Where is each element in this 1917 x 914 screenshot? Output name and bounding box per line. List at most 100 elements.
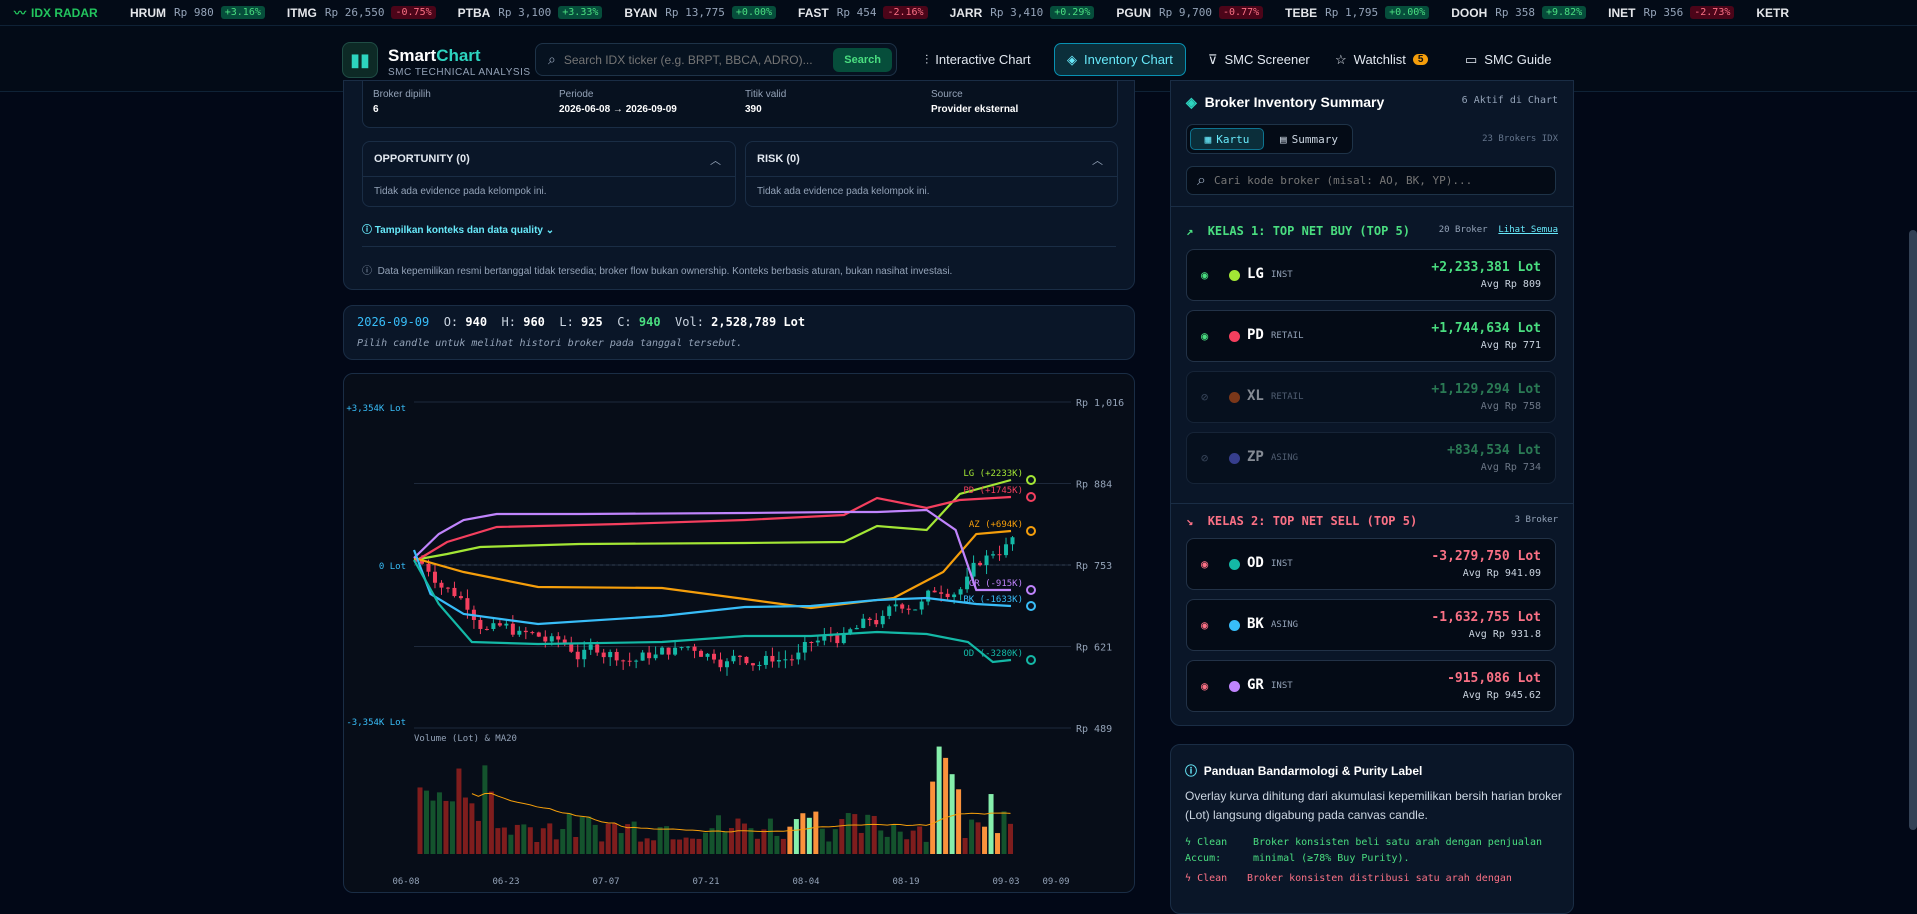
page-scrollbar[interactable] (1909, 230, 1917, 830)
volume-bar (755, 839, 760, 854)
volume-bar (950, 774, 955, 854)
broker-card-od[interactable]: ◉ OD INST -3,279,750 Lot Avg Rp 941.09 (1186, 538, 1556, 590)
candle-body (803, 642, 807, 653)
candle-body (524, 631, 528, 632)
active-count: 6 Aktif di Chart (1462, 95, 1558, 106)
ticker-item[interactable]: BYAN Rp 13,775 +0.00% (624, 6, 776, 20)
see-all-link[interactable]: Lihat Semua (1498, 225, 1558, 235)
volume-bar (430, 801, 435, 854)
opportunity-group[interactable]: OPPORTUNITY (0) ︿ Tidak ada evidence pad… (362, 141, 736, 207)
broker-card-gr[interactable]: ◉ GR INST -915,086 Lot Avg Rp 945.62 (1186, 660, 1556, 712)
volume-bar (917, 826, 922, 854)
volume-bar (800, 813, 805, 854)
brand-name[interactable]: SmartChart (388, 46, 481, 66)
candle-body (887, 606, 891, 616)
nav-watchlist[interactable]: ☆ Watchlist 5 (1323, 43, 1440, 76)
volume-bar (625, 824, 630, 854)
volume-bar (748, 828, 753, 854)
broker-card-xl[interactable]: ⊘ XL RETAIL +1,129,294 Lot Avg Rp 758 (1186, 371, 1556, 423)
ticker-item[interactable]: JARR Rp 3,410 +0.29% (950, 6, 1095, 20)
ohlc-hint: Pilih candle untuk melihat histori broke… (357, 338, 742, 349)
volume-bar (424, 791, 429, 854)
broker-search-input[interactable] (1214, 174, 1555, 187)
table-icon: ▤ (1280, 133, 1287, 146)
watchlist-count-badge: 5 (1413, 54, 1429, 65)
eye-off-icon[interactable]: ⊘ (1201, 451, 1208, 465)
ticker-item[interactable]: FAST Rp 454 -2.16% (798, 6, 928, 20)
candle-body (517, 631, 521, 635)
volume-bar (956, 789, 961, 854)
chevron-up-icon[interactable]: ︿ (1092, 152, 1103, 168)
zap-icon: ϟ (1185, 837, 1191, 848)
candle-body (602, 653, 606, 658)
candle-body (952, 595, 956, 598)
volume-bar (813, 812, 818, 854)
x-tick-label: 06-23 (492, 877, 519, 887)
broker-card-pd[interactable]: ◉ PD RETAIL +1,744,634 Lot Avg Rp 771 (1186, 310, 1556, 362)
risk-group[interactable]: RISK (0) ︿ Tidak ada evidence pada kelom… (745, 141, 1118, 207)
info-icon: ⓘ (362, 225, 372, 236)
nav-inventory-chart[interactable]: ◈ Inventory Chart (1054, 43, 1186, 76)
eye-icon[interactable]: ◉ (1201, 268, 1208, 282)
ticker-item[interactable]: DOOH Rp 358 +9.82% (1451, 6, 1586, 20)
tab-kartu[interactable]: ▦ Kartu (1190, 128, 1264, 150)
search-button[interactable]: Search (833, 48, 892, 72)
nav-smc-guide[interactable]: ▭ SMC Guide (1453, 43, 1564, 76)
volume-bar (658, 827, 663, 854)
eye-icon[interactable]: ◉ (1201, 329, 1208, 343)
broker-line-label: GR (-915K) (969, 579, 1023, 589)
volume-label: Volume (Lot) & MA20 (414, 734, 517, 744)
ticker-item[interactable]: KETR (1756, 6, 1797, 20)
ticker-item[interactable]: HRUM Rp 980 +3.16% (130, 6, 265, 20)
x-tick-label: 09-09 (1042, 877, 1069, 887)
context-toggle[interactable]: ⓘ Tampilkan konteks dan data quality ⌄ (362, 221, 554, 236)
candle-body (959, 589, 963, 594)
ticker-item[interactable]: INET Rp 356 -2.73% (1608, 6, 1734, 20)
volume-bar (846, 813, 851, 854)
candle-body (900, 604, 904, 608)
candle-body (667, 648, 671, 655)
eye-off-icon[interactable]: ⊘ (1201, 390, 1208, 404)
eye-icon[interactable]: ◉ (1201, 679, 1208, 693)
broker-card-bk[interactable]: ◉ BK ASING -1,632,755 Lot Avg Rp 931.8 (1186, 599, 1556, 651)
inventory-chart[interactable]: Rp 1,016 Rp 884 Rp 753 Rp 621 Rp 489 +3,354K … (344, 374, 1136, 894)
candle-body (511, 624, 515, 635)
candle-body (835, 636, 839, 644)
ticker-search-input[interactable] (564, 53, 833, 67)
candle-body (894, 604, 898, 606)
x-tick-label: 08-19 (892, 877, 919, 887)
ticker-item[interactable]: PTBA Rp 3,100 +3.33% (458, 6, 603, 20)
candle-body (498, 623, 502, 625)
eye-icon[interactable]: ◉ (1201, 618, 1208, 632)
broker-line-label: AZ (+694K) (969, 520, 1023, 530)
broker-card-lg[interactable]: ◉ LG INST +2,233,381 Lot Avg Rp 809 (1186, 249, 1556, 301)
candle-body (770, 656, 774, 662)
ohlc-readout: 2026-09-09 O: 940 H: 960 L: 925 C: 940 V… (357, 315, 805, 329)
candle-body (725, 661, 729, 667)
volume-bar (1008, 824, 1013, 854)
logo-icon[interactable]: ▮▮ (342, 42, 378, 78)
volume-bar (567, 813, 572, 854)
ticker-item[interactable]: PGUN Rp 9,700 -0.77% (1116, 6, 1263, 20)
chart-icon: ⫶ (925, 52, 928, 68)
ticker-item[interactable]: TEBE Rp 1,795 +0.00% (1285, 6, 1429, 20)
broker-line-label: PD (+1745K) (963, 486, 1023, 496)
nav-smc-screener[interactable]: ⊽ SMC Screener (1196, 43, 1322, 76)
volume-bar (839, 819, 844, 854)
volume-bar (690, 839, 695, 854)
ticker-item[interactable]: ITMG Rp 26,550 -0.75% (287, 6, 436, 20)
x-tick-label: 06-08 (392, 877, 419, 887)
volume-bar (865, 815, 870, 854)
nav-interactive-chart[interactable]: ⫶ Interactive Chart (913, 43, 1043, 76)
tab-summary[interactable]: ▤ Summary (1269, 128, 1349, 150)
volume-bar (554, 839, 559, 854)
volume-bar (820, 829, 825, 854)
candle-body (465, 598, 469, 610)
volume-bar (943, 758, 948, 854)
chevron-up-icon[interactable]: ︿ (710, 152, 721, 168)
broker-card-zp[interactable]: ⊘ ZP ASING +834,534 Lot Avg Rp 734 (1186, 432, 1556, 484)
volume-bar (463, 798, 468, 854)
eye-icon[interactable]: ◉ (1201, 557, 1208, 571)
volume-bar (606, 824, 611, 854)
candle-body (764, 656, 768, 665)
